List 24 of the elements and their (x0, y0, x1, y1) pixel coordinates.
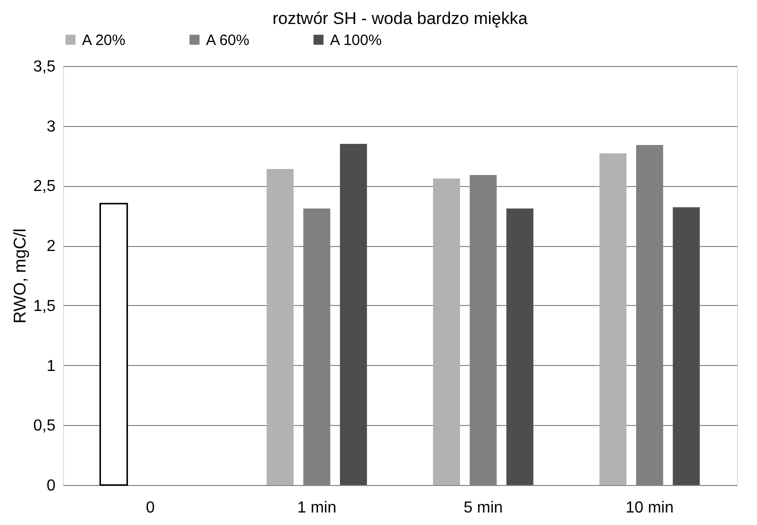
y-tick-label: 0 (46, 478, 56, 494)
bar (433, 178, 460, 485)
x-tick-label: 5 min (464, 500, 503, 516)
y-tick-label: 1,5 (33, 298, 56, 315)
y-tick-label: 2 (46, 238, 56, 256)
bar (599, 153, 626, 485)
y-tick-label: 0,5 (33, 418, 56, 435)
chart-title: roztwór SH - woda bardzo miękka (272, 9, 528, 28)
legend-label: A 100% (330, 32, 382, 49)
y-tick-label: 1 (46, 358, 56, 375)
bar (99, 202, 128, 486)
x-tick-label: 0 (146, 500, 155, 516)
y-tick-label: 3 (46, 118, 56, 136)
x-tick-label: 10 min (626, 500, 674, 516)
legend-label: A 60% (206, 32, 250, 49)
y-tick-label: 3,5 (33, 58, 56, 76)
bar (266, 168, 294, 485)
y-tick-label: 2,5 (33, 178, 56, 196)
bar (506, 208, 534, 485)
x-tick-label: 1 min (297, 500, 336, 516)
legend-label: A 20% (82, 32, 126, 49)
y-axis-title: RWO, mgC/l (10, 228, 30, 324)
bar (672, 207, 700, 485)
bar (340, 144, 367, 485)
